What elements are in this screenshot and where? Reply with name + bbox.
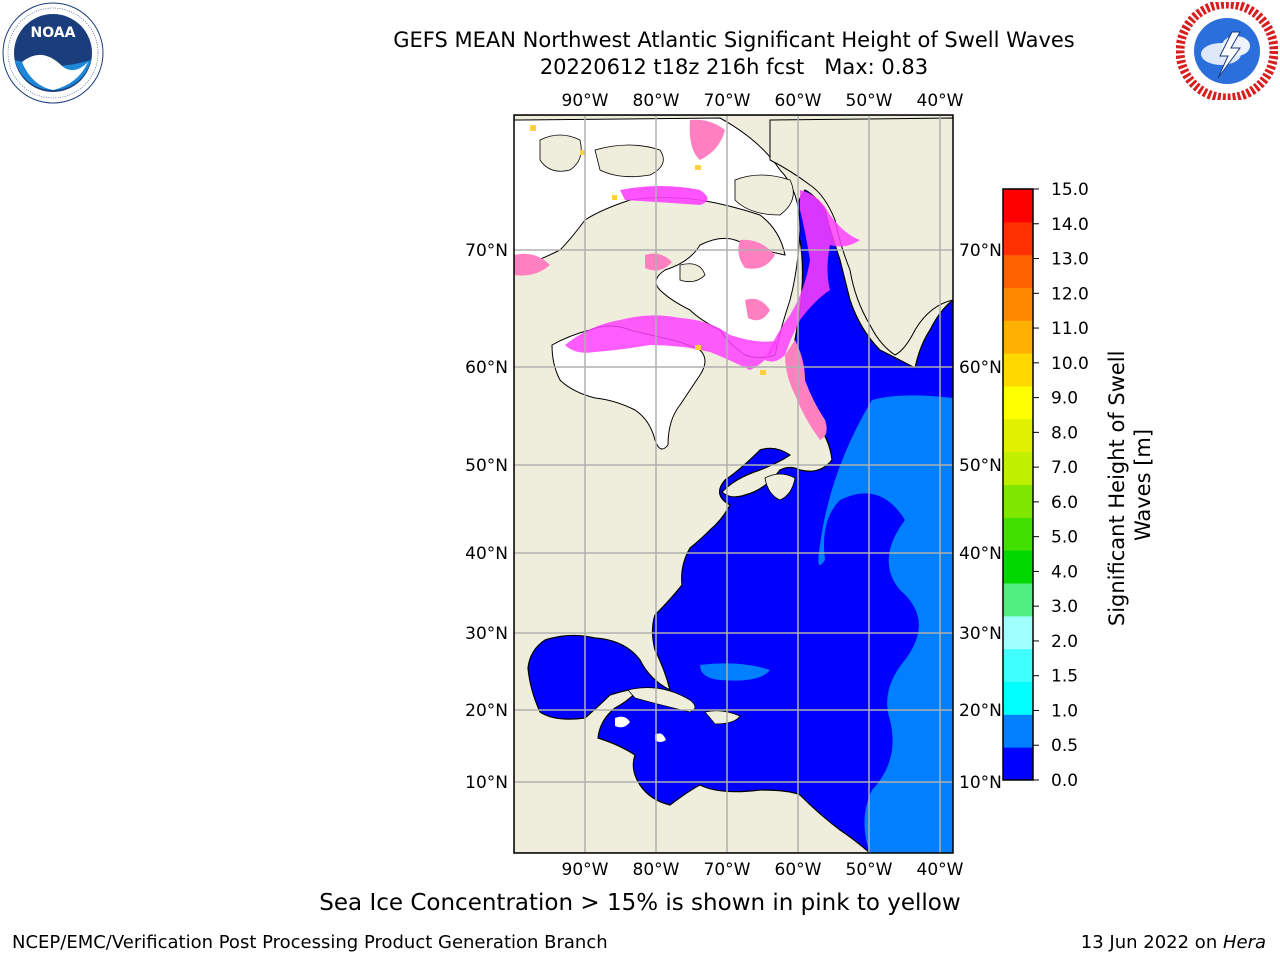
colorbar-tick-label: 3.0	[1051, 597, 1078, 617]
lat-label-right: 10°N	[959, 773, 1002, 793]
colorbar-label-line1: Significant Height of Swell	[1105, 351, 1129, 627]
colorbar-tick-label: 7.0	[1051, 458, 1078, 478]
lat-label-left: 70°N	[465, 241, 508, 261]
colorbar-segment	[1003, 747, 1033, 781]
colorbar-label: Significant Height of Swell Waves [m]	[1105, 344, 1155, 626]
lat-label-left: 60°N	[465, 358, 508, 378]
lat-label-right: 20°N	[959, 701, 1002, 721]
noaa-logo-text: NOAA	[31, 25, 76, 41]
colorbar-tick-label: 14.0	[1051, 215, 1089, 235]
graticule	[514, 115, 953, 853]
lon-label-bottom: 60°W	[775, 860, 822, 880]
colorbar-segment	[1003, 451, 1033, 485]
colorbar-tick-label: 9.0	[1051, 389, 1078, 409]
credit-date-text: 13 Jun 2022 on	[1080, 932, 1223, 953]
map-figure: 90°W 80°W 70°W 60°W 50°W 40°W 90°W 80°W …	[465, 91, 1155, 880]
colorbar-tick-label: 13.0	[1051, 250, 1089, 270]
map-frame	[513, 114, 954, 854]
lon-label-top: 50°W	[846, 91, 893, 111]
colorbar-segment	[1003, 583, 1033, 617]
chart-subtitle: 20220612 t18z 216h fcst Max: 0.83	[539, 55, 929, 79]
lat-label-right: 50°N	[959, 456, 1002, 476]
colorbar-segment	[1003, 287, 1033, 321]
lon-label-bottom: 70°W	[704, 860, 751, 880]
lon-label-bottom: 50°W	[846, 860, 893, 880]
colorbar-tick-label: 12.0	[1051, 284, 1089, 304]
lat-label-right: 70°N	[959, 241, 1002, 261]
lon-label-top: 60°W	[775, 91, 822, 111]
lat-label-left: 10°N	[465, 773, 508, 793]
nws-logo	[1176, 2, 1278, 100]
lat-label-right: 40°N	[959, 544, 1002, 564]
lat-label-left: 40°N	[465, 544, 508, 564]
colorbar-tick-label: 1.0	[1051, 701, 1078, 721]
lat-label-left: 50°N	[465, 456, 508, 476]
colorbar-segment	[1003, 550, 1033, 584]
colorbar	[1002, 188, 1034, 781]
lon-label-top: 80°W	[633, 91, 680, 111]
sea-ice-note: Sea Ice Concentration > 15% is shown in …	[319, 890, 961, 916]
colorbar-segment	[1003, 418, 1033, 453]
colorbar-tick-label: 8.0	[1051, 423, 1078, 443]
colorbar-segment	[1003, 681, 1033, 715]
greenland	[769, 117, 953, 356]
colorbar-label-line2: Waves [m]	[1131, 429, 1155, 541]
noaa-logo: NOAA	[2, 2, 104, 104]
colorbar-tick-label: 6.0	[1051, 493, 1078, 513]
colorbar-tick-label: 1.5	[1051, 667, 1078, 687]
colorbar-tick-label: 10.0	[1051, 354, 1089, 374]
colorbar-segment	[1003, 221, 1033, 256]
colorbar-ticks: 15.0 14.0 13.0 12.0 11.0 10.0 9.0 8.0 7.0 6.0 5.0 4…	[1033, 180, 1089, 791]
lat-label-left: 20°N	[465, 701, 508, 721]
lon-label-top: 70°W	[704, 91, 751, 111]
colorbar-segment	[1003, 254, 1033, 288]
lat-label-right: 30°N	[959, 624, 1002, 644]
lon-label-bottom: 90°W	[562, 860, 609, 880]
colorbar-frame	[1002, 188, 1034, 781]
colorbar-tick-label: 11.0	[1051, 319, 1089, 339]
credit-branch: NCEP/EMC/Verification Post Processing Pr…	[12, 932, 608, 953]
colorbar-tick-label: 0.5	[1051, 736, 1078, 756]
colorbar-segment	[1003, 615, 1033, 650]
lon-label-bottom: 40°W	[917, 860, 964, 880]
lat-label-left: 30°N	[465, 624, 508, 644]
colorbar-segment	[1003, 386, 1033, 420]
colorbar-segment	[1003, 714, 1033, 748]
colorbar-tick-label: 4.0	[1051, 562, 1078, 582]
credit-date: 13 Jun 2022 on Hera	[1081, 932, 1266, 953]
colorbar-segment	[1003, 648, 1033, 682]
colorbar-segment	[1003, 484, 1033, 518]
chart-title: GEFS MEAN Northwest Atlantic Significant…	[393, 28, 1075, 52]
colorbar-tick-label: 0.0	[1051, 771, 1078, 791]
lon-label-bottom: 80°W	[633, 860, 680, 880]
colorbar-segment	[1003, 320, 1033, 354]
colorbar-segment	[1003, 517, 1033, 551]
colorbar-segment	[1003, 353, 1033, 387]
lon-label-top: 90°W	[562, 91, 609, 111]
ocean-mid-patch	[818, 395, 953, 853]
colorbar-tick-label: 2.0	[1051, 632, 1078, 652]
lon-label-top: 40°W	[917, 91, 964, 111]
credit-host: Hera	[1222, 932, 1266, 953]
colorbar-tick-label: 5.0	[1051, 528, 1078, 548]
colorbar-segment	[1003, 189, 1033, 223]
lat-label-right: 60°N	[959, 358, 1002, 378]
colorbar-tick-label: 15.0	[1051, 180, 1089, 200]
map-area	[514, 115, 953, 853]
